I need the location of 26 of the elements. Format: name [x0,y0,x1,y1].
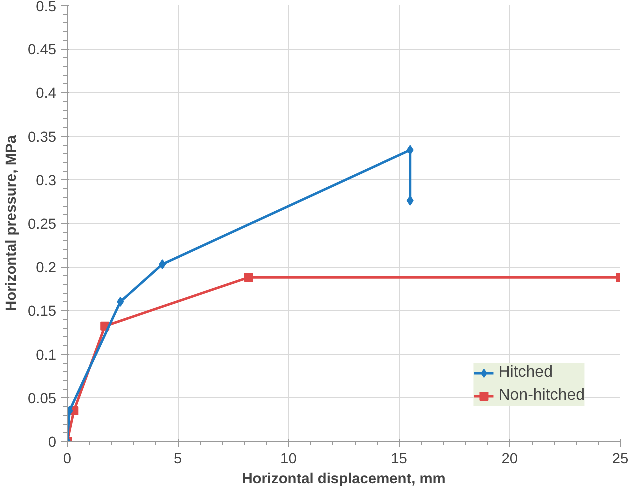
y-tick-label: 0.15 [28,304,57,320]
y-tick-label: 0.1 [36,348,56,364]
x-tick-label: 5 [174,452,182,468]
y-tick-label: 0.2 [36,260,56,277]
x-tick-label: 10 [280,452,297,468]
y-tick-label: 0.5 [36,0,56,16]
point [406,196,414,206]
legend-label: Hitched [498,364,553,382]
y-tick-label: 0.05 [28,391,57,408]
x-tick-label: 25 [612,452,629,468]
y-tick-label: 0.35 [28,130,57,146]
y-axis-title: Horizontal pressure, MPa [4,134,20,312]
y-tick-label: 0.4 [36,86,56,102]
x-tick-label: 15 [391,452,408,468]
x-tick-label: 0 [63,452,72,468]
point [244,273,254,282]
point [406,145,414,156]
point [117,296,124,307]
legend-label: Non-hitched [498,387,585,405]
y-tick-label: 0.45 [28,42,57,59]
y-tick-label: 0 [48,435,57,451]
point [159,259,166,270]
y-tick-label: 0.3 [36,173,56,190]
y-tick-label: 0.25 [28,217,57,233]
x-axis-title: Horizontal displacement, mm [242,472,446,488]
x-tick-label: 20 [502,452,518,468]
